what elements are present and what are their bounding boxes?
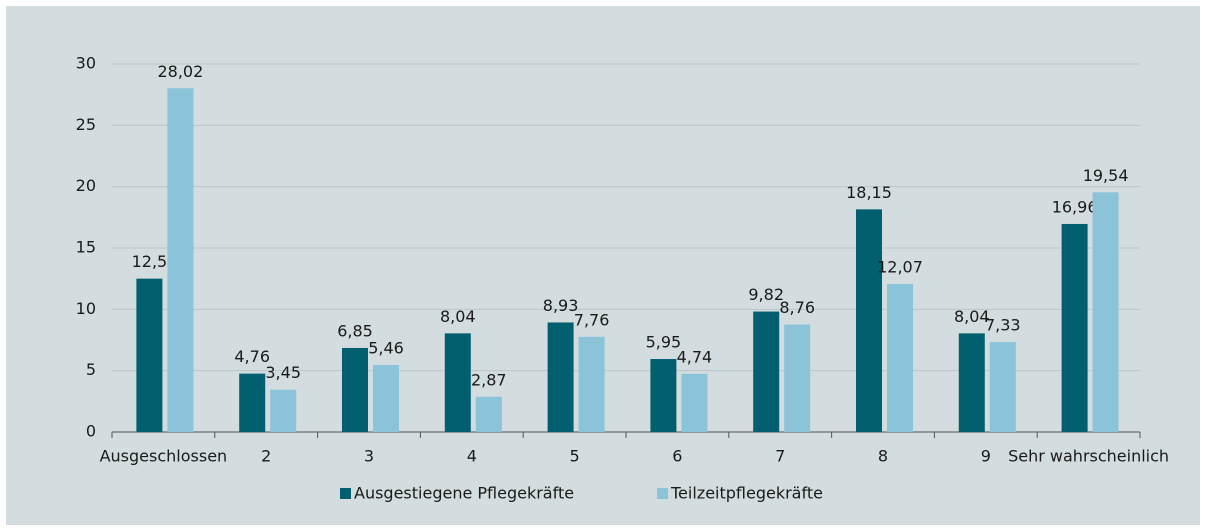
bar <box>444 333 471 432</box>
y-tick-label: 20 <box>76 176 96 195</box>
y-tick-label: 0 <box>86 422 96 441</box>
bar <box>373 365 399 432</box>
y-tick-label: 10 <box>76 299 96 318</box>
bar <box>342 347 368 432</box>
data-label: 7,76 <box>574 310 610 329</box>
y-tick-label: 5 <box>86 360 96 379</box>
data-label: 6,85 <box>337 321 373 340</box>
data-label: 8,93 <box>543 296 579 315</box>
data-label: 2,87 <box>471 370 507 389</box>
bar <box>681 373 708 432</box>
data-label: 16,96 <box>1052 197 1098 216</box>
x-tick-label: 7 <box>775 447 785 466</box>
x-tick-label: 2 <box>261 447 271 466</box>
bar <box>475 396 502 432</box>
data-label: 5,46 <box>368 339 404 358</box>
bar <box>784 324 811 432</box>
x-tick-label: 8 <box>878 447 888 466</box>
legend-swatch <box>340 488 351 499</box>
y-tick-label: 30 <box>76 54 96 73</box>
bar <box>887 283 913 432</box>
bar <box>856 209 882 432</box>
legend-label: Ausgestiegene Pflegekräfte <box>354 484 574 503</box>
data-label: 5,95 <box>646 333 682 352</box>
y-tick-label: 25 <box>76 115 96 134</box>
data-label: 4,76 <box>234 347 270 366</box>
bar <box>958 333 985 432</box>
data-label: 8,04 <box>954 307 990 326</box>
bar <box>1092 192 1119 432</box>
x-tick-label: 5 <box>570 447 580 466</box>
data-label: 18,15 <box>846 183 892 202</box>
data-label: 12,5 <box>132 252 168 271</box>
data-label: 3,45 <box>265 363 301 382</box>
x-tick-label: 3 <box>364 447 374 466</box>
x-tick-label: 4 <box>467 447 477 466</box>
bar <box>578 336 605 432</box>
bar <box>167 88 194 433</box>
legend-swatch <box>657 488 668 499</box>
y-tick-label: 15 <box>76 238 96 257</box>
data-label: 12,07 <box>877 257 923 276</box>
data-label: 4,74 <box>677 347 713 366</box>
data-label: 8,04 <box>440 307 476 326</box>
chart-background <box>6 6 1200 525</box>
x-tick-label: Sehr wahrscheinlich <box>1008 447 1169 466</box>
data-label: 9,82 <box>748 285 784 304</box>
bar <box>136 278 163 432</box>
bar <box>270 389 297 432</box>
bar <box>650 359 677 432</box>
bar <box>547 322 574 432</box>
x-tick-label: 9 <box>981 447 991 466</box>
x-tick-label: Ausgeschlossen <box>100 447 228 466</box>
data-label: 8,76 <box>779 298 815 317</box>
x-tick-label: 6 <box>672 447 682 466</box>
legend-label: Teilzeitpflegekräfte <box>670 484 823 503</box>
data-label: 19,54 <box>1083 166 1129 185</box>
data-label: 28,02 <box>157 62 203 81</box>
bar <box>989 342 1016 432</box>
bar <box>753 311 780 432</box>
data-label: 7,33 <box>985 316 1021 335</box>
bar <box>239 373 266 432</box>
bar <box>1061 223 1088 432</box>
